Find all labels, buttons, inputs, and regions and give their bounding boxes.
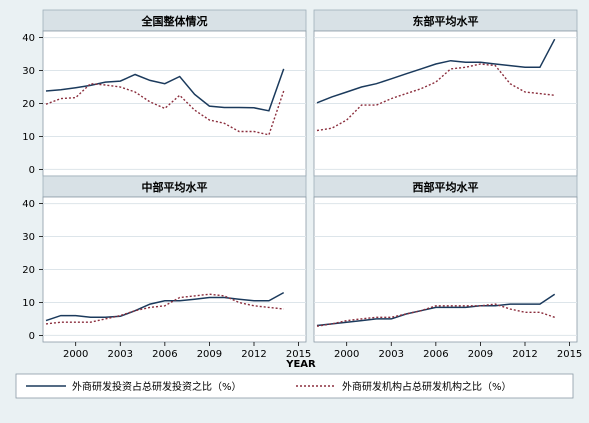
legend-box [15,373,574,399]
x-tick-label: 2009 [197,349,222,360]
y-tick-label: 40 [22,33,35,44]
series-1-line [45,68,285,112]
legend-series-1-label: 外商研发投资占总研发投资之比（%） [72,380,242,393]
legend-series-2-label: 外商研发机构占总研发机构之比（%） [342,380,512,393]
x-tick-label: 2015 [557,349,582,360]
panel-title: 西部平均水平 [413,180,479,194]
panel-title: 中部平均水平 [142,180,208,194]
x-tick-label: 2000 [63,349,88,360]
series-2-line [45,293,284,325]
series-1-line [316,293,556,327]
x-tick-label: 2012 [512,349,537,360]
x-tick-label: 2003 [108,349,133,360]
series-2-line [316,303,555,327]
panel-2: 东部平均水平 [313,9,578,177]
panel-1: 全国整体情况 0 10 20 30 40 [22,9,307,177]
y-tick-label: 20 [22,265,35,276]
y-tick-label: 0 [29,165,35,176]
y-tick-label: 10 [22,298,35,309]
x-tick-label: 2006 [152,349,177,360]
y-tick-label: 30 [22,66,35,77]
x-axis-label: YEAR [285,359,316,370]
x-tick-label: 2006 [423,349,448,360]
panel-title: 全国整体情况 [141,14,208,28]
x-tick-label: 2012 [241,349,266,360]
y-tick-label: 0 [29,331,35,342]
x-tick-label: 2000 [334,349,359,360]
y-tick-label: 10 [22,132,35,143]
legend: 外商研发投资占总研发投资之比（%） 外商研发机构占总研发机构之比（%） [15,373,574,399]
series-2-line [45,82,285,136]
x-tick-label: 2015 [286,349,311,360]
y-tick-label: 40 [22,199,35,210]
panel-3: 中部平均水平 0 10 20 30 40 2000 2003 2006 2009 2012 2015 [22,175,311,360]
series-1-line [45,291,285,322]
series-2-line [316,63,555,132]
panel-4: 西部平均水平 2000 2003 2006 2009 2012 2015 [313,175,582,360]
y-tick-label: 30 [22,232,35,243]
panel-title: 东部平均水平 [413,14,479,28]
y-tick-label: 20 [22,99,35,110]
series-1-line [316,38,556,104]
x-tick-label: 2003 [379,349,404,360]
x-tick-label: 2009 [468,349,493,360]
